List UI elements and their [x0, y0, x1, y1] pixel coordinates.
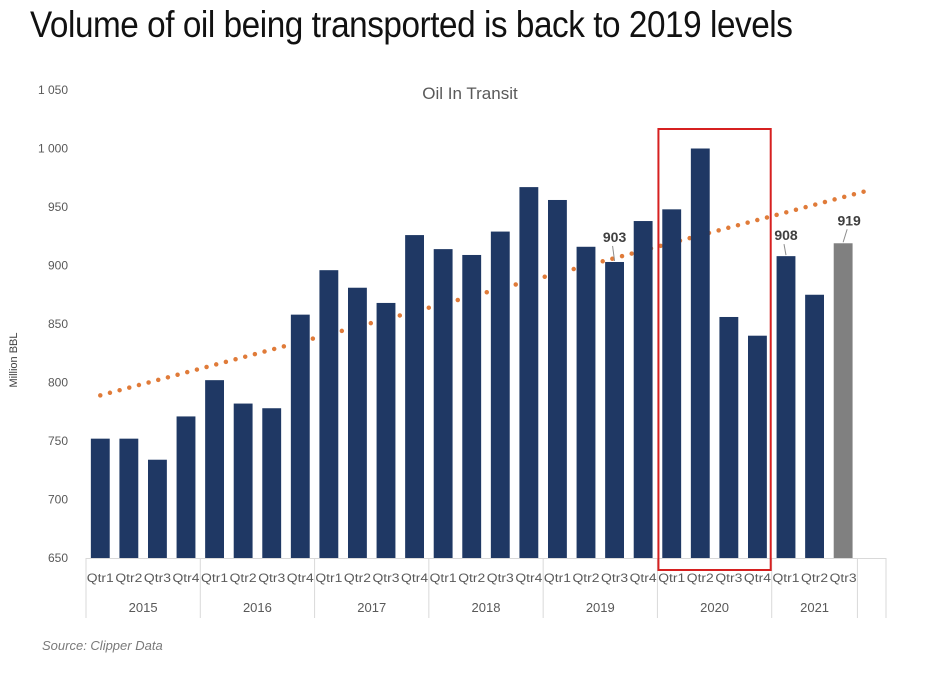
- bar: [90, 438, 110, 558]
- bar: [376, 302, 396, 558]
- x-tick-label: Qtr4: [401, 571, 428, 585]
- x-tick-label: Qtr2: [687, 571, 714, 585]
- data-label-leader: [842, 229, 848, 243]
- x-year-label: 2019: [586, 600, 615, 615]
- chart-title: Oil In Transit: [422, 84, 518, 103]
- bar: [148, 459, 167, 558]
- source-note: Source: Clipper Data: [42, 638, 163, 653]
- bar: [319, 270, 339, 558]
- bar: [662, 209, 682, 558]
- y-axis-ticks: 650 700 750 800 850 900 950 1 000 1 050: [38, 83, 68, 565]
- x-tick-label: Qtr3: [373, 571, 400, 585]
- x-tick-label: Qtr3: [144, 571, 171, 585]
- x-axis: Qtr1 Qtr2 Qtr3 Qtr4 Qtr1 Qtr2 Qtr3 Qtr4 Qtr1 Qtr2…: [85, 558, 887, 618]
- y-tick-label: 750: [48, 434, 68, 448]
- x-tick-label: Qtr4: [287, 571, 314, 585]
- y-tick-label: 1 050: [38, 83, 68, 97]
- x-tick-label: Qtr3: [601, 571, 628, 585]
- bar: [348, 287, 367, 558]
- bar: [205, 380, 224, 558]
- bar: [548, 199, 567, 559]
- y-tick-label: 650: [48, 551, 68, 565]
- data-label: 908: [774, 227, 798, 243]
- x-tick-label: Qtr3: [258, 571, 285, 585]
- bar: [119, 438, 139, 558]
- x-tick-label: Qtr1: [315, 571, 342, 585]
- bar: [519, 187, 539, 559]
- x-tick-label: Qtr3: [830, 571, 857, 585]
- x-tick-label: Qtr1: [430, 571, 457, 585]
- x-tick-label: Qtr1: [658, 571, 685, 585]
- x-tick-label: Qtr4: [173, 571, 200, 585]
- data-label-leader: [783, 244, 787, 256]
- x-tick-label: Qtr4: [630, 571, 657, 585]
- x-tick-label: Qtr4: [744, 571, 771, 585]
- data-label: 903: [603, 229, 627, 245]
- x-year-label: 2018: [472, 600, 501, 615]
- x-year-label: 2017: [357, 600, 386, 615]
- headline: Volume of oil being transported is back …: [30, 4, 793, 45]
- x-year-label: 2015: [129, 600, 158, 615]
- y-tick-label: 900: [48, 259, 68, 273]
- bar: [176, 416, 196, 558]
- x-tick-label: Qtr1: [773, 571, 800, 585]
- bar: [748, 335, 767, 558]
- y-tick-label: 950: [48, 200, 68, 214]
- y-axis-label: Million BBL: [8, 332, 20, 387]
- bars: [90, 148, 853, 559]
- trendline-dots: [98, 187, 875, 398]
- bar: [433, 249, 453, 558]
- trendline: [98, 187, 875, 398]
- x-tick-label: Qtr2: [344, 571, 371, 585]
- x-year-label: 2020: [700, 600, 729, 615]
- x-tick-label: Qtr1: [544, 571, 571, 585]
- bar: [833, 243, 853, 558]
- x-year-label: 2021: [800, 600, 829, 615]
- data-label: 919: [837, 212, 861, 228]
- x-tick-label: Qtr1: [87, 571, 114, 585]
- bar: [233, 403, 253, 558]
- x-tick-label: Qtr2: [573, 571, 600, 585]
- bar: [605, 261, 624, 558]
- y-tick-label: 800: [48, 376, 68, 390]
- bar: [576, 246, 596, 558]
- x-tick-label: Qtr2: [801, 571, 828, 585]
- bar: [290, 314, 310, 558]
- x-tick-label: Qtr3: [487, 571, 514, 585]
- bar: [462, 254, 482, 558]
- bar: [776, 256, 796, 558]
- y-tick-label: 700: [48, 493, 68, 507]
- bar: [719, 316, 739, 558]
- bar: [262, 408, 282, 558]
- x-tick-label: Qtr2: [115, 571, 142, 585]
- x-year-label: 2016: [243, 600, 272, 615]
- x-tick-label: Qtr3: [715, 571, 742, 585]
- data-labels: 903 908 919: [603, 212, 861, 262]
- y-tick-label: 1 000: [38, 142, 68, 156]
- bar: [490, 231, 510, 558]
- x-tick-label: Qtr2: [230, 571, 257, 585]
- bar: [690, 148, 710, 558]
- data-label-leader: [612, 245, 616, 262]
- x-tick-label: Qtr2: [458, 571, 485, 585]
- x-tick-label: Qtr4: [515, 571, 542, 585]
- bar: [805, 294, 824, 558]
- x-tick-label: Qtr1: [201, 571, 228, 585]
- y-tick-label: 850: [48, 317, 68, 331]
- bar: [405, 235, 424, 558]
- highlight-box-2020: [657, 128, 772, 571]
- highlight-box: [657, 128, 772, 571]
- bar: [633, 221, 653, 559]
